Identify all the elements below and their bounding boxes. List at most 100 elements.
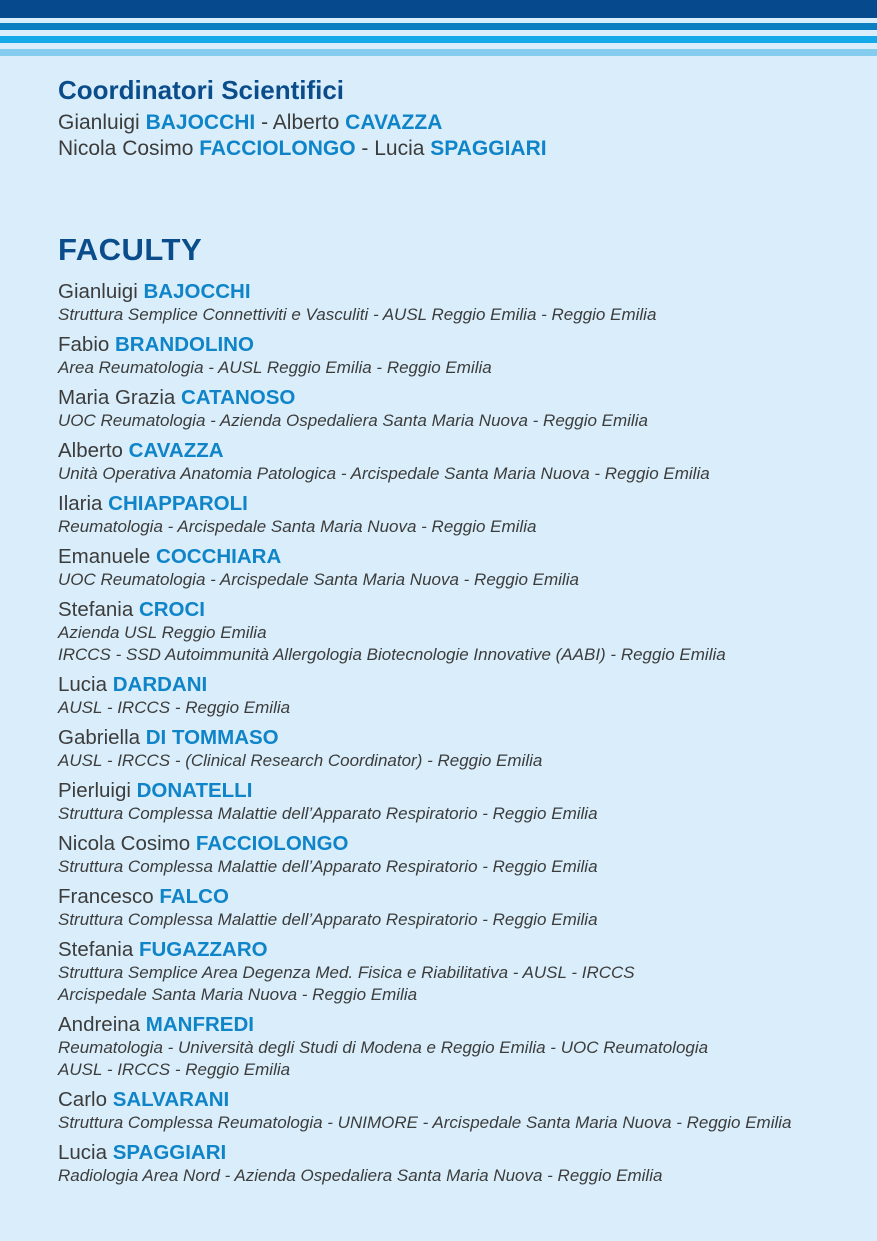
faculty-given-name: Lucia bbox=[58, 673, 108, 696]
page-content: Coordinatori Scientifici Gianluigi BAJOC… bbox=[0, 56, 877, 1187]
faculty-affiliation: Struttura Complessa Malattie dell’Appara… bbox=[58, 857, 598, 876]
faculty-surname: CROCI bbox=[138, 598, 205, 621]
faculty-given-name: Andreina bbox=[58, 1013, 141, 1036]
faculty-name: Lucia SPAGGIARI bbox=[58, 1141, 829, 1165]
faculty-entry: Maria Grazia CATANOSO UOC Reumatologia -… bbox=[58, 386, 829, 432]
faculty-name: Gabriella DI TOMMASO bbox=[58, 726, 829, 750]
coordinator-surname: FACCIOLONGO bbox=[199, 137, 356, 160]
faculty-given-name: Pierluigi bbox=[58, 779, 131, 802]
faculty-affiliation: Struttura Complessa Malattie dell’Appara… bbox=[58, 910, 598, 929]
stripe-blue bbox=[0, 23, 877, 30]
faculty-given-name: Ilaria bbox=[58, 492, 103, 515]
coordinator-given-name: Alberto bbox=[272, 111, 340, 134]
faculty-entry: Lucia DARDANI AUSL - IRCCS - Reggio Emil… bbox=[58, 673, 829, 719]
faculty-given-name: Nicola Cosimo bbox=[58, 832, 191, 855]
faculty-entry: Emanuele COCCHIARA UOC Reumatologia - Ar… bbox=[58, 545, 829, 591]
faculty-given-name: Maria Grazia bbox=[58, 386, 176, 409]
faculty-entry: Lucia SPAGGIARI Radiologia Area Nord - A… bbox=[58, 1141, 829, 1187]
faculty-entry: Andreina MANFREDI Reumatologia - Univers… bbox=[58, 1013, 829, 1081]
faculty-affiliation: AUSL - IRCCS - Reggio Emilia bbox=[58, 698, 291, 717]
faculty-affiliation: Unità Operativa Anatomia Patologica - Ar… bbox=[58, 464, 710, 483]
faculty-given-name: Carlo bbox=[58, 1088, 107, 1111]
stripe-light bbox=[0, 18, 877, 23]
faculty-given-name: Alberto bbox=[58, 439, 123, 462]
faculty-affiliation: Struttura Complessa Reumatologia - UNIMO… bbox=[58, 1113, 792, 1132]
faculty-affiliation: Struttura Semplice Connettiviti e Vascul… bbox=[58, 305, 657, 324]
top-stripe-band bbox=[0, 0, 877, 56]
coordinator-surname: SPAGGIARI bbox=[430, 137, 547, 160]
faculty-name: Maria Grazia CATANOSO bbox=[58, 386, 829, 410]
faculty-name: Francesco FALCO bbox=[58, 885, 829, 909]
faculty-affiliation: AUSL - IRCCS - Reggio Emilia bbox=[58, 1060, 291, 1079]
faculty-entry: Gabriella DI TOMMASO AUSL - IRCCS - (Cli… bbox=[58, 726, 829, 772]
faculty-name: Emanuele COCCHIARA bbox=[58, 545, 829, 569]
faculty-entry: Alberto CAVAZZA Unità Operativa Anatomia… bbox=[58, 439, 829, 485]
faculty-given-name: Stefania bbox=[58, 598, 134, 621]
faculty-surname: BAJOCCHI bbox=[143, 280, 251, 303]
faculty-given-name: Fabio bbox=[58, 333, 110, 356]
stripe-light bbox=[0, 30, 877, 36]
faculty-entry: Francesco FALCO Struttura Complessa Mala… bbox=[58, 885, 829, 931]
faculty-surname: SPAGGIARI bbox=[112, 1141, 227, 1164]
coordinators-line-1: Gianluigi BAJOCCHI - Alberto CAVAZZA bbox=[58, 110, 829, 136]
faculty-affiliation: Struttura Complessa Malattie dell’Appara… bbox=[58, 804, 598, 823]
faculty-affiliation: Reumatologia - Università degli Studi di… bbox=[58, 1038, 709, 1057]
faculty-name: Pierluigi DONATELLI bbox=[58, 779, 829, 803]
faculty-heading: FACULTY bbox=[58, 232, 203, 267]
faculty-given-name: Gabriella bbox=[58, 726, 141, 749]
faculty-surname: DARDANI bbox=[112, 673, 208, 696]
faculty-list: Gianluigi BAJOCCHI Struttura Semplice Co… bbox=[58, 280, 829, 1187]
coordinators-line-2: Nicola Cosimo FACCIOLONGO - Lucia SPAGGI… bbox=[58, 136, 829, 162]
faculty-name: Lucia DARDANI bbox=[58, 673, 829, 697]
faculty-surname: CAVAZZA bbox=[128, 439, 224, 462]
faculty-entry: Nicola Cosimo FACCIOLONGO Struttura Comp… bbox=[58, 832, 829, 878]
separator: - bbox=[261, 111, 269, 134]
faculty-entry: Gianluigi BAJOCCHI Struttura Semplice Co… bbox=[58, 280, 829, 326]
faculty-given-name: Francesco bbox=[58, 885, 154, 908]
coordinator-surname: CAVAZZA bbox=[345, 111, 443, 134]
faculty-name: Fabio BRANDOLINO bbox=[58, 333, 829, 357]
faculty-entry: Stefania FUGAZZARO Struttura Semplice Ar… bbox=[58, 938, 829, 1006]
faculty-name: Carlo SALVARANI bbox=[58, 1088, 829, 1112]
faculty-surname: FALCO bbox=[159, 885, 229, 908]
faculty-name: Stefania CROCI bbox=[58, 598, 829, 622]
faculty-surname: BRANDOLINO bbox=[114, 333, 254, 356]
faculty-given-name: Gianluigi bbox=[58, 280, 138, 303]
faculty-affiliation: Azienda USL Reggio Emilia bbox=[58, 623, 267, 642]
stripe-sky bbox=[0, 49, 877, 56]
faculty-affiliation: Reumatologia - Arcispedale Santa Maria N… bbox=[58, 517, 537, 536]
program-faculty-page: Coordinatori Scientifici Gianluigi BAJOC… bbox=[0, 0, 877, 1187]
separator: - bbox=[361, 137, 369, 160]
coordinator-given-name: Gianluigi bbox=[58, 111, 140, 134]
faculty-entry: Carlo SALVARANI Struttura Complessa Reum… bbox=[58, 1088, 829, 1134]
faculty-given-name: Stefania bbox=[58, 938, 134, 961]
faculty-name: Andreina MANFREDI bbox=[58, 1013, 829, 1037]
faculty-surname: MANFREDI bbox=[145, 1013, 254, 1036]
faculty-surname: FUGAZZARO bbox=[138, 938, 268, 961]
stripe-bright bbox=[0, 36, 877, 43]
faculty-entry: Stefania CROCI Azienda USL Reggio Emilia… bbox=[58, 598, 829, 666]
faculty-affiliation: IRCCS - SSD Autoimmunità Allergologia Bi… bbox=[58, 645, 726, 664]
faculty-surname: FACCIOLONGO bbox=[195, 832, 349, 855]
faculty-name: Nicola Cosimo FACCIOLONGO bbox=[58, 832, 829, 856]
coordinator-surname: BAJOCCHI bbox=[145, 111, 256, 134]
faculty-surname: COCCHIARA bbox=[156, 545, 282, 568]
faculty-name: Alberto CAVAZZA bbox=[58, 439, 829, 463]
faculty-given-name: Lucia bbox=[58, 1141, 108, 1164]
faculty-surname: SALVARANI bbox=[112, 1088, 230, 1111]
faculty-surname: DONATELLI bbox=[136, 779, 253, 802]
faculty-surname: DI TOMMASO bbox=[145, 726, 279, 749]
faculty-affiliation: Arcispedale Santa Maria Nuova - Reggio E… bbox=[58, 985, 418, 1004]
faculty-affiliation: Area Reumatologia - AUSL Reggio Emilia -… bbox=[58, 358, 492, 377]
faculty-affiliation: UOC Reumatologia - Azienda Ospedaliera S… bbox=[58, 411, 648, 430]
faculty-name: Ilaria CHIAPPAROLI bbox=[58, 492, 829, 516]
faculty-surname: CATANOSO bbox=[181, 386, 296, 409]
faculty-entry: Pierluigi DONATELLI Struttura Complessa … bbox=[58, 779, 829, 825]
coordinator-given-name: Lucia bbox=[374, 137, 425, 160]
faculty-surname: CHIAPPAROLI bbox=[108, 492, 248, 515]
faculty-affiliation: Radiologia Area Nord - Azienda Ospedalie… bbox=[58, 1166, 663, 1185]
stripe-light bbox=[0, 43, 877, 49]
coordinators-heading: Coordinatori Scientifici bbox=[58, 75, 345, 105]
stripe-navy bbox=[0, 0, 877, 18]
faculty-affiliation: AUSL - IRCCS - (Clinical Research Coordi… bbox=[58, 751, 543, 770]
